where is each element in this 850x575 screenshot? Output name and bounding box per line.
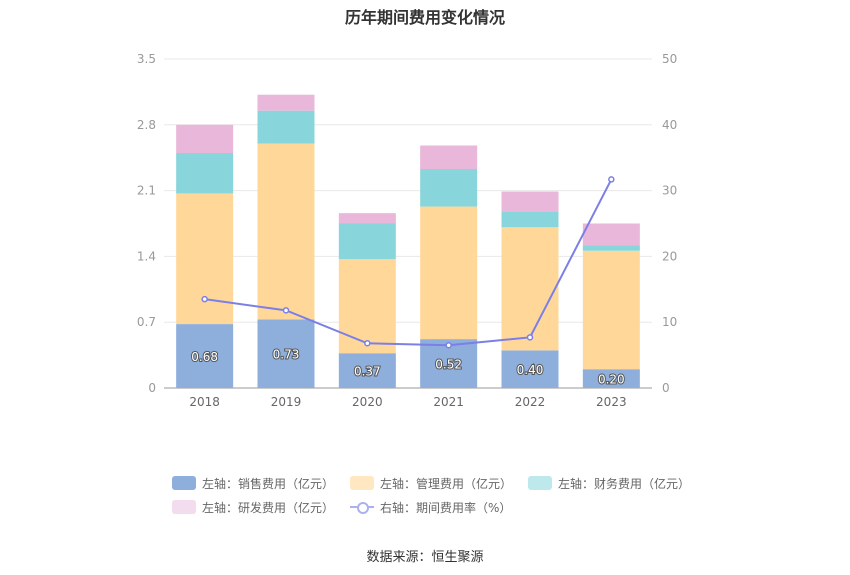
- y-right-tick-label: 10: [662, 315, 677, 329]
- line-point: [608, 176, 615, 183]
- data-label: 0.20: [598, 373, 625, 387]
- legend-item-rnd[interactable]: 左轴：研发费用（亿元）: [172, 499, 334, 516]
- bar-segment-1: [420, 206, 478, 340]
- y-right-tick-label: 40: [662, 118, 677, 132]
- y-right-tick-label: 30: [662, 184, 677, 198]
- legend-swatch-admin: [350, 476, 375, 490]
- legend-row-2: 左轴：研发费用（亿元） 右轴：期间费用率（%）: [172, 496, 692, 518]
- bar-segment-2: [176, 153, 234, 194]
- bar-segment-0: [582, 369, 640, 388]
- bar-segment-2: [257, 110, 315, 144]
- bar-segment-1: [582, 250, 640, 370]
- bar-segment-2: [338, 223, 396, 260]
- data-label: 0.37: [354, 365, 381, 379]
- legend-swatch-finance: [528, 476, 553, 490]
- legend-label-admin: 左轴：管理费用（亿元）: [380, 476, 513, 491]
- line-expense-ratio: [204, 178, 613, 347]
- bar-segment-3: [257, 94, 315, 111]
- legend-item-admin[interactable]: 左轴：管理费用（亿元）: [350, 475, 512, 492]
- y-right-tick-label: 0: [662, 381, 670, 395]
- legend-label-finance: 左轴：财务费用（亿元）: [558, 476, 691, 491]
- line-point: [282, 307, 290, 314]
- chart-plot: 0 0.7 1.4 2.1 2.8 3.5 0 10 20 30 40 50 2018 2019 2020 2…: [137, 52, 677, 409]
- legend-swatch-sales: [172, 476, 196, 490]
- bar-segment-0: [176, 324, 234, 388]
- bar-segment-1: [338, 259, 396, 354]
- legend-item-finance[interactable]: 左轴：财务费用（亿元）: [528, 475, 690, 492]
- x-tick-label: 2023: [596, 395, 627, 409]
- line-point: [526, 334, 534, 341]
- line-point: [201, 295, 208, 303]
- bar-segment-1: [176, 193, 234, 325]
- legend-label-expense-ratio: 右轴：期间费用率（%）: [380, 500, 512, 515]
- y-left-tick-label: 2.1: [137, 184, 156, 198]
- legend-item-expense-ratio[interactable]: 右轴：期间费用率（%）: [350, 499, 511, 516]
- data-label: 0.52: [435, 358, 462, 372]
- x-tick-label: 2021: [433, 395, 464, 409]
- chart-legend: 左轴：销售费用（亿元） 左轴：管理费用（亿元） 左轴：财务费用（亿元） 左轴：研…: [172, 472, 692, 520]
- y-right-tick-label: 50: [662, 52, 677, 66]
- line-point: [364, 340, 371, 347]
- legend-swatch-rnd: [172, 500, 196, 514]
- line-point: [445, 341, 452, 349]
- y-left-tick-label: 2.8: [137, 118, 156, 132]
- data-label: 0.73: [273, 348, 300, 362]
- bar-segment-3: [582, 223, 640, 246]
- bar-segment-1: [257, 143, 315, 320]
- bar-segment-2: [420, 168, 478, 207]
- x-tick-label: 2022: [515, 395, 546, 409]
- bar-segment-1: [501, 227, 559, 351]
- bar-segment-3: [420, 145, 478, 169]
- data-label: 0.40: [517, 363, 544, 377]
- bar-segment-2: [582, 245, 640, 251]
- legend-swatch-expense-ratio: [350, 500, 375, 514]
- bar-segment-0: [257, 319, 315, 388]
- bar-segment-3: [501, 191, 559, 212]
- legend-item-sales[interactable]: 左轴：销售费用（亿元）: [172, 475, 334, 492]
- y-left-tick-label: 0.7: [137, 315, 156, 329]
- bar-segment-3: [338, 213, 396, 224]
- data-label: 0.68: [191, 350, 218, 364]
- x-tick-label: 2020: [352, 395, 383, 409]
- legend-row-1: 左轴：销售费用（亿元） 左轴：管理费用（亿元） 左轴：财务费用（亿元）: [172, 472, 692, 494]
- x-tick-label: 2018: [189, 395, 220, 409]
- legend-label-sales: 左轴：销售费用（亿元）: [202, 476, 335, 491]
- data-source: 数据来源：恒生聚源: [366, 550, 484, 565]
- y-left-tick-label: 3.5: [137, 52, 156, 66]
- y-left-tick-label: 1.4: [137, 249, 156, 263]
- legend-label-rnd: 左轴：研发费用（亿元）: [202, 500, 335, 515]
- y-right-tick-label: 20: [662, 249, 677, 263]
- y-left-tick-label: 0: [148, 381, 156, 395]
- bar-segment-0: [501, 350, 559, 388]
- chart-title: 历年期间费用变化情况: [344, 8, 505, 27]
- bar-segment-3: [176, 124, 234, 153]
- bar-segment-0: [338, 353, 396, 388]
- bar-segment-2: [501, 211, 559, 228]
- x-tick-label: 2019: [271, 395, 302, 409]
